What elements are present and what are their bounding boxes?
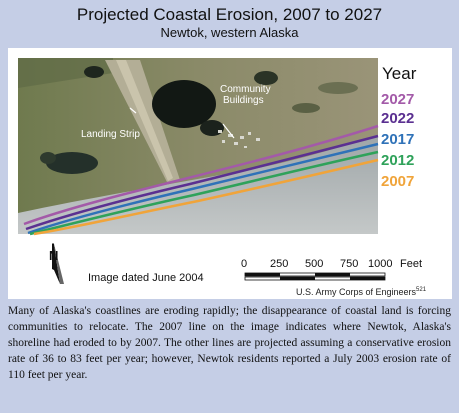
figure-caption: Many of Alaska's coastlines are eroding … [8, 305, 451, 381]
scale-unit: Feet [400, 258, 423, 270]
shoreline-2017 [27, 142, 379, 235]
image-date: Image dated June 2004 [88, 272, 204, 284]
scale-bar [244, 272, 386, 281]
buildings-label: Buildings [223, 95, 264, 106]
north-label: N [49, 248, 59, 263]
figure-title: Projected Coastal Erosion, 2007 to 2027 [76, 5, 383, 24]
community-label: Community [220, 84, 271, 95]
scale-tick-750: 750 [340, 258, 359, 270]
legend-title: Year [382, 64, 417, 83]
credit-reference: 521 [416, 287, 427, 293]
legend-2012: 2012 [381, 152, 415, 169]
image-credit: U.S. Army Corps of Engineers521 [296, 287, 427, 297]
legend-2007: 2007 [381, 173, 415, 190]
scale-tick-250: 250 [270, 258, 289, 270]
legend-2022: 2022 [381, 110, 415, 127]
map-panel: Landing Strip Community Buildings Year 2… [8, 48, 452, 299]
scale-tick-500: 500 [305, 258, 324, 270]
legend-2027: 2027 [381, 91, 415, 108]
shoreline-2007 [33, 158, 379, 236]
landing-strip-label: Landing Strip [81, 129, 140, 140]
north-arrow-icon [52, 243, 60, 284]
shoreline-2027 [23, 124, 379, 226]
figure-subtitle: Newtok, western Alaska [160, 25, 299, 40]
shoreline-2022 [25, 134, 379, 231]
shoreline-2012 [29, 150, 379, 236]
scale-tick-0: 0 [241, 258, 248, 270]
legend-2017: 2017 [381, 131, 415, 148]
aerial-photo [18, 58, 386, 284]
scale-tick-1000: 1000 [368, 258, 393, 270]
